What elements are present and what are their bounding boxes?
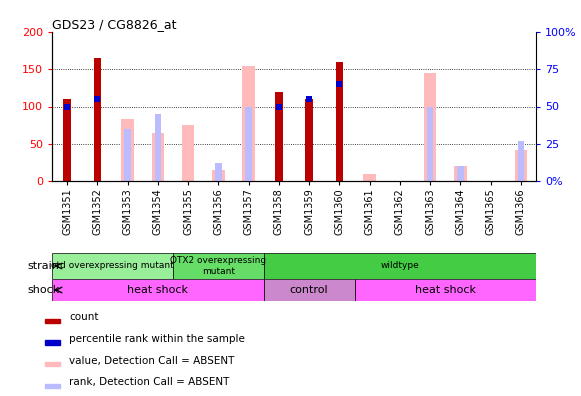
Text: percentile rank within the sample: percentile rank within the sample <box>69 334 245 344</box>
Bar <box>121 119 134 181</box>
Bar <box>63 99 71 181</box>
Text: OTX2 overexpressing
mutant: OTX2 overexpressing mutant <box>170 256 267 276</box>
Bar <box>45 341 60 345</box>
Bar <box>306 99 313 181</box>
Text: heat shock: heat shock <box>127 285 188 295</box>
Bar <box>173 253 264 279</box>
Bar <box>363 173 376 181</box>
Bar <box>124 129 131 181</box>
Text: wildtype: wildtype <box>381 261 419 270</box>
Bar <box>275 91 282 181</box>
Text: count: count <box>69 312 99 322</box>
Bar <box>427 107 433 181</box>
Bar <box>457 166 464 181</box>
Text: otd overexpressing mutant: otd overexpressing mutant <box>51 261 174 270</box>
Bar <box>52 279 264 301</box>
Bar <box>515 150 527 181</box>
Bar <box>212 170 225 181</box>
Text: value, Detection Call = ABSENT: value, Detection Call = ABSENT <box>69 356 235 366</box>
Text: shock: shock <box>28 285 60 295</box>
Bar <box>242 65 255 181</box>
Bar <box>264 279 354 301</box>
Bar <box>182 125 195 181</box>
Text: control: control <box>290 285 328 295</box>
Bar <box>215 163 222 181</box>
Bar <box>424 73 436 181</box>
Bar <box>264 253 536 279</box>
Bar <box>152 133 164 181</box>
Bar <box>354 279 536 301</box>
Bar <box>518 141 524 181</box>
Bar <box>45 384 60 388</box>
Text: strain: strain <box>28 261 60 271</box>
Text: heat shock: heat shock <box>415 285 476 295</box>
Bar <box>155 114 161 181</box>
Bar <box>94 58 101 181</box>
Text: GDS23 / CG8826_at: GDS23 / CG8826_at <box>52 18 177 31</box>
Bar <box>52 253 173 279</box>
Bar <box>454 166 467 181</box>
Bar <box>45 319 60 323</box>
Text: rank, Detection Call = ABSENT: rank, Detection Call = ABSENT <box>69 377 230 387</box>
Bar <box>336 62 343 181</box>
Bar <box>45 362 60 366</box>
Bar <box>245 107 252 181</box>
